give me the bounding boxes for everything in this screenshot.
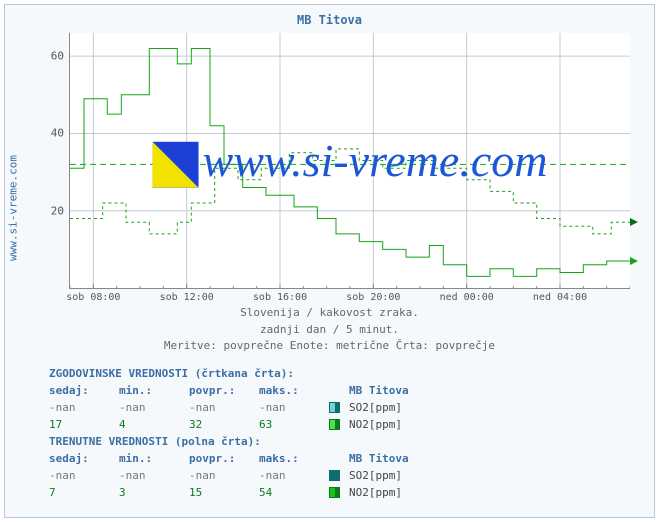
plot-area: www.si-vreme.com 204060sob 08:00sob 12:0… — [69, 33, 630, 289]
cell-maks: -nan — [259, 399, 329, 416]
cell-sedaj: -nan — [49, 399, 119, 416]
cell-sedaj: 17 — [49, 416, 119, 433]
hist-title: ZGODOVINSKE VREDNOSTI (črtkana črta): — [49, 365, 409, 382]
subtitle-line-2: zadnji dan / 5 minut. — [5, 322, 654, 339]
cell-maks: -nan — [259, 467, 329, 484]
curr-title: TRENUTNE VREDNOSTI (polna črta): — [49, 433, 409, 450]
table-row: -nan-nan-nan-nanSO2[ppm] — [49, 467, 409, 484]
x-tick-label: sob 08:00 — [66, 288, 120, 303]
table-row: 731554 NO2[ppm] — [49, 484, 409, 501]
chart-subtitles: Slovenija / kakovost zraka. zadnji dan /… — [5, 305, 654, 355]
cell-povpr: 32 — [189, 416, 259, 433]
series-NO2_history — [70, 149, 630, 234]
y-axis-label: www.si-vreme.com — [7, 155, 20, 261]
series-arrow-icon — [630, 218, 643, 226]
table-header-row: sedaj:min.:povpr.:maks.: MB Titova — [49, 450, 409, 467]
cell-legend: NO2[ppm] — [349, 484, 402, 501]
cell-min: -nan — [119, 399, 189, 416]
hdr-maks: maks.: — [259, 450, 329, 467]
y-tick-label: 40 — [51, 127, 70, 140]
cell-maks: 54 — [259, 484, 329, 501]
cell-sedaj: 7 — [49, 484, 119, 501]
legend-swatch-icon — [329, 402, 340, 413]
cell-legend: NO2[ppm] — [349, 416, 402, 433]
y-tick-label: 60 — [51, 50, 70, 63]
series-arrow-icon — [630, 257, 643, 265]
hdr-station: MB Titova — [349, 382, 409, 399]
x-tick-label: ned 00:00 — [440, 288, 494, 303]
subtitle-line-3: Meritve: povprečne Enote: metrične Črta:… — [5, 338, 654, 355]
chart-title: MB Titova — [5, 13, 654, 27]
cell-legend: SO2[ppm] — [349, 399, 402, 416]
x-tick-label: sob 12:00 — [160, 288, 214, 303]
legend-swatch-icon — [329, 419, 340, 430]
table-row: -nan-nan-nan-nanSO2[ppm] — [49, 399, 409, 416]
cell-min: -nan — [119, 467, 189, 484]
cell-min: 3 — [119, 484, 189, 501]
hdr-min: min.: — [119, 382, 189, 399]
cell-legend: SO2[ppm] — [349, 467, 402, 484]
series-NO2_current — [70, 49, 630, 277]
y-tick-label: 20 — [51, 204, 70, 217]
cell-sedaj: -nan — [49, 467, 119, 484]
x-tick-label: ned 04:00 — [533, 288, 587, 303]
hdr-povpr: povpr.: — [189, 450, 259, 467]
cell-povpr: 15 — [189, 484, 259, 501]
x-tick-label: sob 16:00 — [253, 288, 307, 303]
hdr-min: min.: — [119, 450, 189, 467]
cell-povpr: -nan — [189, 399, 259, 416]
plot-svg — [70, 33, 630, 288]
hdr-povpr: povpr.: — [189, 382, 259, 399]
chart-frame: MB Titova www.si-vreme.com www.si-vreme.… — [4, 4, 655, 518]
cell-maks: 63 — [259, 416, 329, 433]
x-tick-label: sob 20:00 — [346, 288, 400, 303]
stats-tables: ZGODOVINSKE VREDNOSTI (črtkana črta):sed… — [49, 365, 409, 501]
legend-swatch-icon — [329, 470, 340, 481]
subtitle-line-1: Slovenija / kakovost zraka. — [5, 305, 654, 322]
hdr-sedaj: sedaj: — [49, 382, 119, 399]
cell-povpr: -nan — [189, 467, 259, 484]
hdr-maks: maks.: — [259, 382, 329, 399]
cell-min: 4 — [119, 416, 189, 433]
hdr-station: MB Titova — [349, 450, 409, 467]
table-row: 1743263 NO2[ppm] — [49, 416, 409, 433]
legend-swatch-icon — [329, 487, 340, 498]
hdr-sedaj: sedaj: — [49, 450, 119, 467]
table-header-row: sedaj:min.:povpr.:maks.: MB Titova — [49, 382, 409, 399]
